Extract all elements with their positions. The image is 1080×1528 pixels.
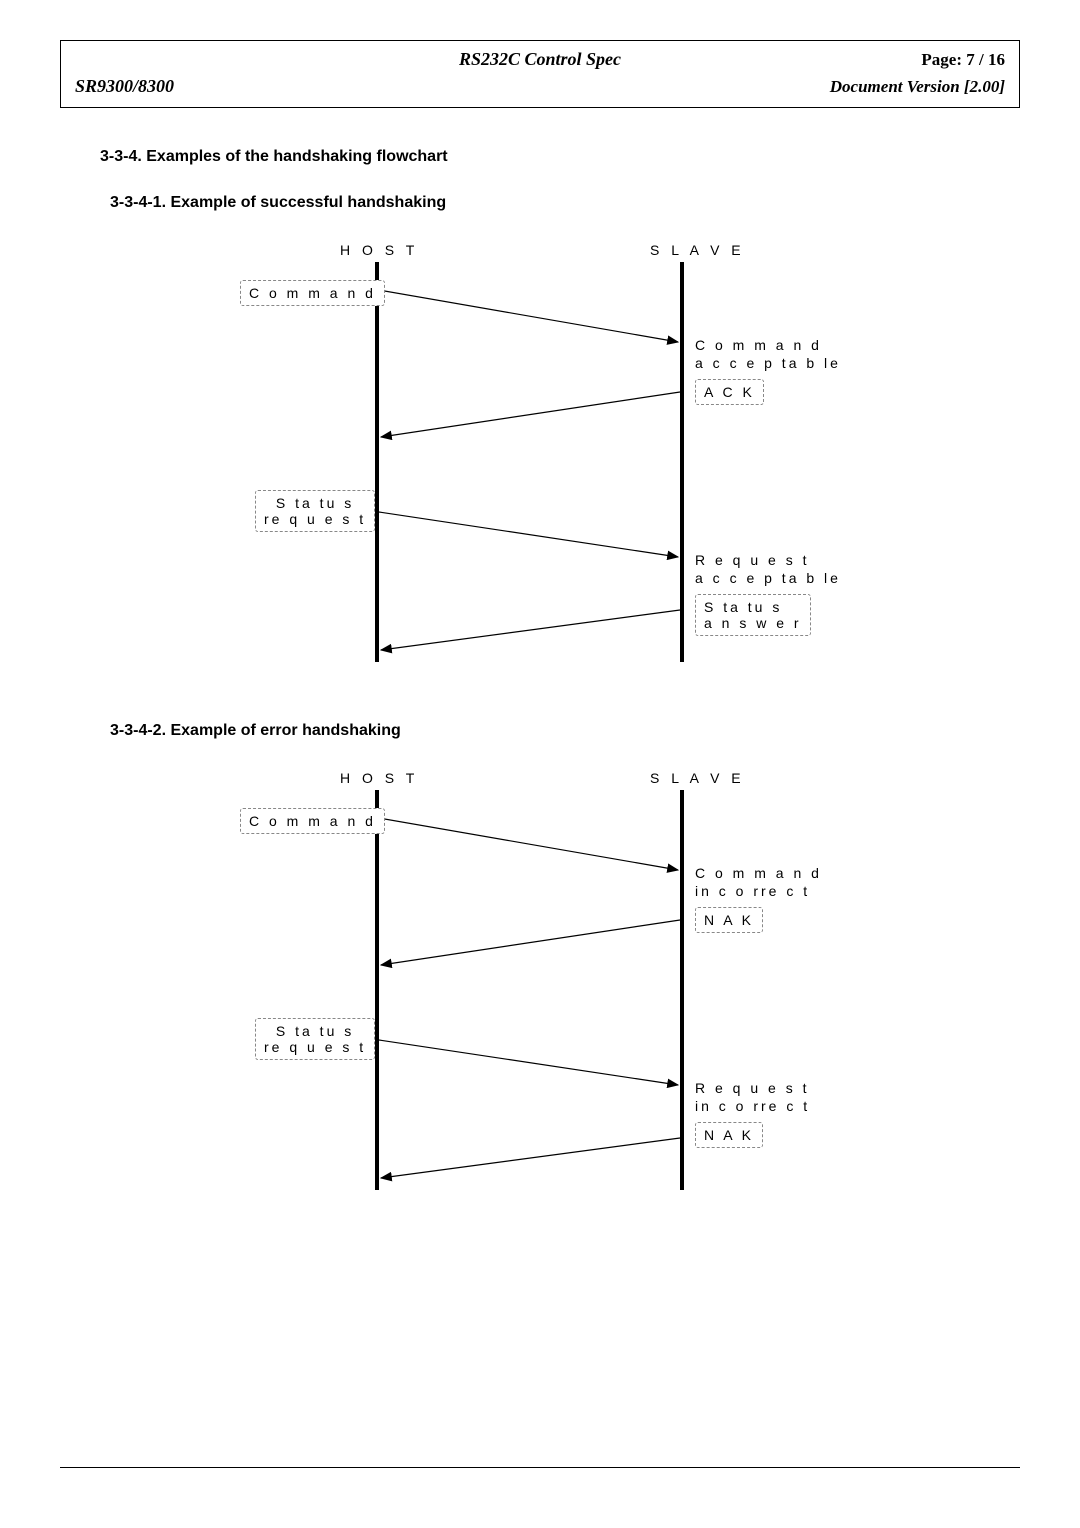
status-request-box-2: S ta tu s re q u e s t (255, 1018, 375, 1060)
cmd-acceptable-1: C o m m a n d (695, 337, 822, 353)
command-box: C o m m a n d (240, 280, 385, 306)
status-req-1: S ta tu s (276, 495, 354, 511)
document-header: RS232C Control Spec Page: 7 / 16 SR9300/… (60, 40, 1020, 108)
header-row-2: SR9300/8300 Document Version [2.00] (75, 76, 1005, 97)
status-ans-1: S ta tu s (704, 599, 782, 615)
doc-title: RS232C Control Spec (275, 49, 805, 70)
status-answer-box: S ta tu s a n s w e r (695, 594, 811, 636)
nak-box-2: N A K (695, 1122, 763, 1148)
cmd-acceptable-2: a c c e p ta b le (695, 355, 841, 371)
nak-box-1: N A K (695, 907, 763, 933)
error-diagram: H O S T S L A V E C o m m a n d C o m m … (240, 770, 840, 1200)
doc-version: Document Version [2.00] (830, 77, 1005, 97)
status-ans-2: a n s w e r (704, 615, 802, 631)
command-box-2: C o m m a n d (240, 808, 385, 834)
page-number: Page: 7 / 16 (805, 50, 1005, 70)
header-row-1: RS232C Control Spec Page: 7 / 16 (75, 49, 1005, 70)
req-acceptable-1: R e q u e s t (695, 552, 809, 568)
section-3341-heading: 3-3-4-1. Example of successful handshaki… (110, 194, 980, 212)
section-334-heading: 3-3-4. Examples of the handshaking flowc… (100, 148, 980, 166)
document-body: 3-3-4. Examples of the handshaking flowc… (60, 108, 1020, 1200)
status-req-2b: re q u e s t (264, 1039, 366, 1055)
cmd-incorrect-1: C o m m a n d (695, 865, 822, 881)
footer-divider (60, 1467, 1020, 1468)
success-diagram: H O S T S L A V E C o m m a n d C o m m … (240, 242, 840, 672)
ack-box: A C K (695, 379, 764, 405)
section-3342-heading: 3-3-4-2. Example of error handshaking (110, 722, 980, 740)
cmd-incorrect-2: in c o rre c t (695, 883, 810, 899)
req-incorrect-1: R e q u e s t (695, 1080, 809, 1096)
model-number: SR9300/8300 (75, 76, 174, 97)
status-req-2: re q u e s t (264, 511, 366, 527)
req-incorrect-2: in c o rre c t (695, 1098, 810, 1114)
status-req-1b: S ta tu s (276, 1023, 354, 1039)
status-request-box: S ta tu s re q u e s t (255, 490, 375, 532)
req-acceptable-2: a c c e p ta b le (695, 570, 841, 586)
